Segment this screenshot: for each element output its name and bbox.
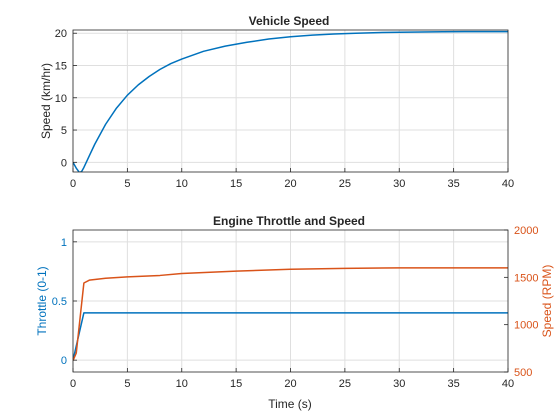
x-tick-label: 20 — [284, 378, 296, 390]
x-tick-label: 30 — [393, 178, 405, 190]
engine-throttle-speed-chart: Engine Throttle and Speed 0 5 10 15 20 25 30 35… — [35, 214, 554, 411]
y-tick-label: 20 — [55, 28, 67, 40]
x-tick-label: 30 — [393, 378, 405, 390]
x-tick-label: 10 — [176, 378, 188, 390]
x-tick-label: 15 — [230, 178, 242, 190]
y-tick-label: 0 — [61, 355, 67, 367]
x-tick-label: 0 — [70, 178, 76, 190]
x-tick-label: 40 — [502, 378, 514, 390]
grid — [72, 30, 509, 172]
y-right-tick-label: 2000 — [514, 225, 538, 237]
x-axis-label: Time (s) — [268, 397, 312, 411]
y-tick-label: 1 — [61, 237, 67, 249]
y-axis-label-left: Throttle (0-1) — [35, 266, 49, 335]
series-line-left — [73, 30, 508, 172]
x-tick-label: 15 — [230, 378, 242, 390]
chart-title: Engine Throttle and Speed — [213, 214, 365, 228]
plot-lines — [73, 30, 508, 172]
x-tick-label: 10 — [176, 178, 188, 190]
x-tick-label: 5 — [124, 178, 130, 190]
x-tick-label: 35 — [448, 178, 460, 190]
y-axis-label-right: Speed (RPM) — [540, 265, 554, 338]
series-line-right — [73, 267, 508, 361]
chart-title: Vehicle Speed — [249, 14, 330, 28]
x-tick-label: 25 — [339, 178, 351, 190]
x-tick-label: 40 — [502, 178, 514, 190]
tick-labels: 0 5 10 15 20 25 30 35 40 0 5 10 15 20 — [55, 28, 514, 190]
x-tick-label: 5 — [124, 378, 130, 390]
x-tick-label: 25 — [339, 378, 351, 390]
plot-lines — [73, 267, 508, 361]
y-right-tick-label: 1500 — [514, 272, 538, 284]
x-tick-label: 20 — [284, 178, 296, 190]
x-tick-label: 0 — [70, 378, 76, 390]
y-right-tick-label: 500 — [514, 367, 532, 379]
y-tick-label: 10 — [55, 93, 67, 105]
y-tick-label: 5 — [61, 125, 67, 137]
vehicle-speed-chart: Vehicle Speed 0 5 10 15 20 25 30 35 40 0 5 10 15 20 S… — [39, 14, 514, 190]
y-axis-label: Speed (km/hr) — [39, 63, 53, 139]
y-tick-label: 0.5 — [52, 296, 67, 308]
y-tick-label: 0 — [61, 157, 67, 169]
y-tick-label: 15 — [55, 61, 67, 73]
grid — [72, 230, 509, 372]
x-tick-label: 35 — [448, 378, 460, 390]
y-right-tick-label: 1000 — [514, 320, 538, 332]
